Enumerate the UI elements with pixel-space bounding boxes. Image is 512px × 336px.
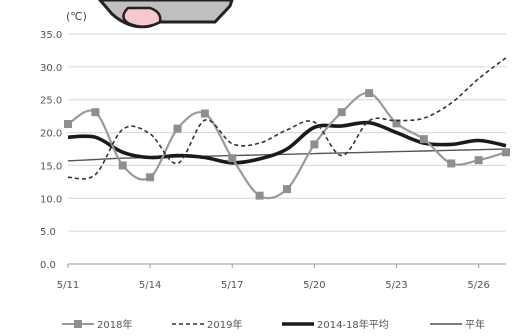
y-tick-label: 25.0 [40,96,62,107]
data-point [365,89,374,98]
data-point [228,154,237,163]
y-axis: 0.0 5.0 10.0 15.0 20.0 25.0 30.0 35.0 [40,30,62,271]
data-point [419,135,428,144]
series-1 [67,57,507,180]
x-tick-label: 5/20 [303,280,325,291]
data-point [91,108,100,117]
y-unit-label: (℃) [66,10,87,23]
x-tick-label: 5/14 [139,280,161,291]
x-tick-label: 5/23 [385,280,407,291]
data-point [310,140,319,149]
x-tick-label: 5/26 [467,280,489,291]
grid-lines [68,33,506,265]
data-point [255,191,264,200]
series-line [67,120,507,165]
y-tick-label: 30.0 [40,63,62,74]
data-point [337,108,346,117]
y-tick-label: 35.0 [40,30,62,41]
legend: 2018年 2019年 2014-18年平均 平年 [0,314,512,334]
legend-item: 2014-18年平均 [282,316,389,331]
legend-swatch [282,321,314,326]
x-tick-label: 5/11 [57,280,79,291]
series-line [67,57,507,180]
y-tick-label: 5.0 [40,227,56,238]
cartoon-decoration [98,0,234,29]
legend-label: 平年 [465,320,485,331]
data-point [64,120,72,129]
legend-item: 平年 [430,316,485,331]
legend-label: 2019年 [207,320,243,331]
legend-item: 2019年 [172,316,242,331]
y-tick-label: 15.0 [40,161,62,172]
y-tick-label: 10.0 [40,194,62,205]
legend-label: 2014-18年平均 [317,320,389,331]
data-point [392,119,401,128]
x-tick-label: 5/17 [221,280,243,291]
series-2 [67,120,507,165]
legend-item: 2018年 [62,316,132,331]
data-point [474,156,483,165]
legend-label: 2018年 [97,320,133,331]
y-tick-label: 20.0 [40,129,62,140]
series-0 [64,89,510,200]
series-lines [64,57,510,200]
data-point [200,109,209,118]
data-point [283,185,291,194]
x-axis: 5/11 5/14 5/17 5/20 5/23 5/26 [57,264,490,291]
data-point [146,173,155,182]
data-point [502,148,510,157]
data-point [173,124,182,133]
data-point [447,159,456,168]
data-point [118,161,127,170]
y-tick-label: 0.0 [40,260,56,271]
legend-swatch [172,322,204,325]
legend-swatch [430,322,462,325]
legend-swatch [62,319,94,328]
